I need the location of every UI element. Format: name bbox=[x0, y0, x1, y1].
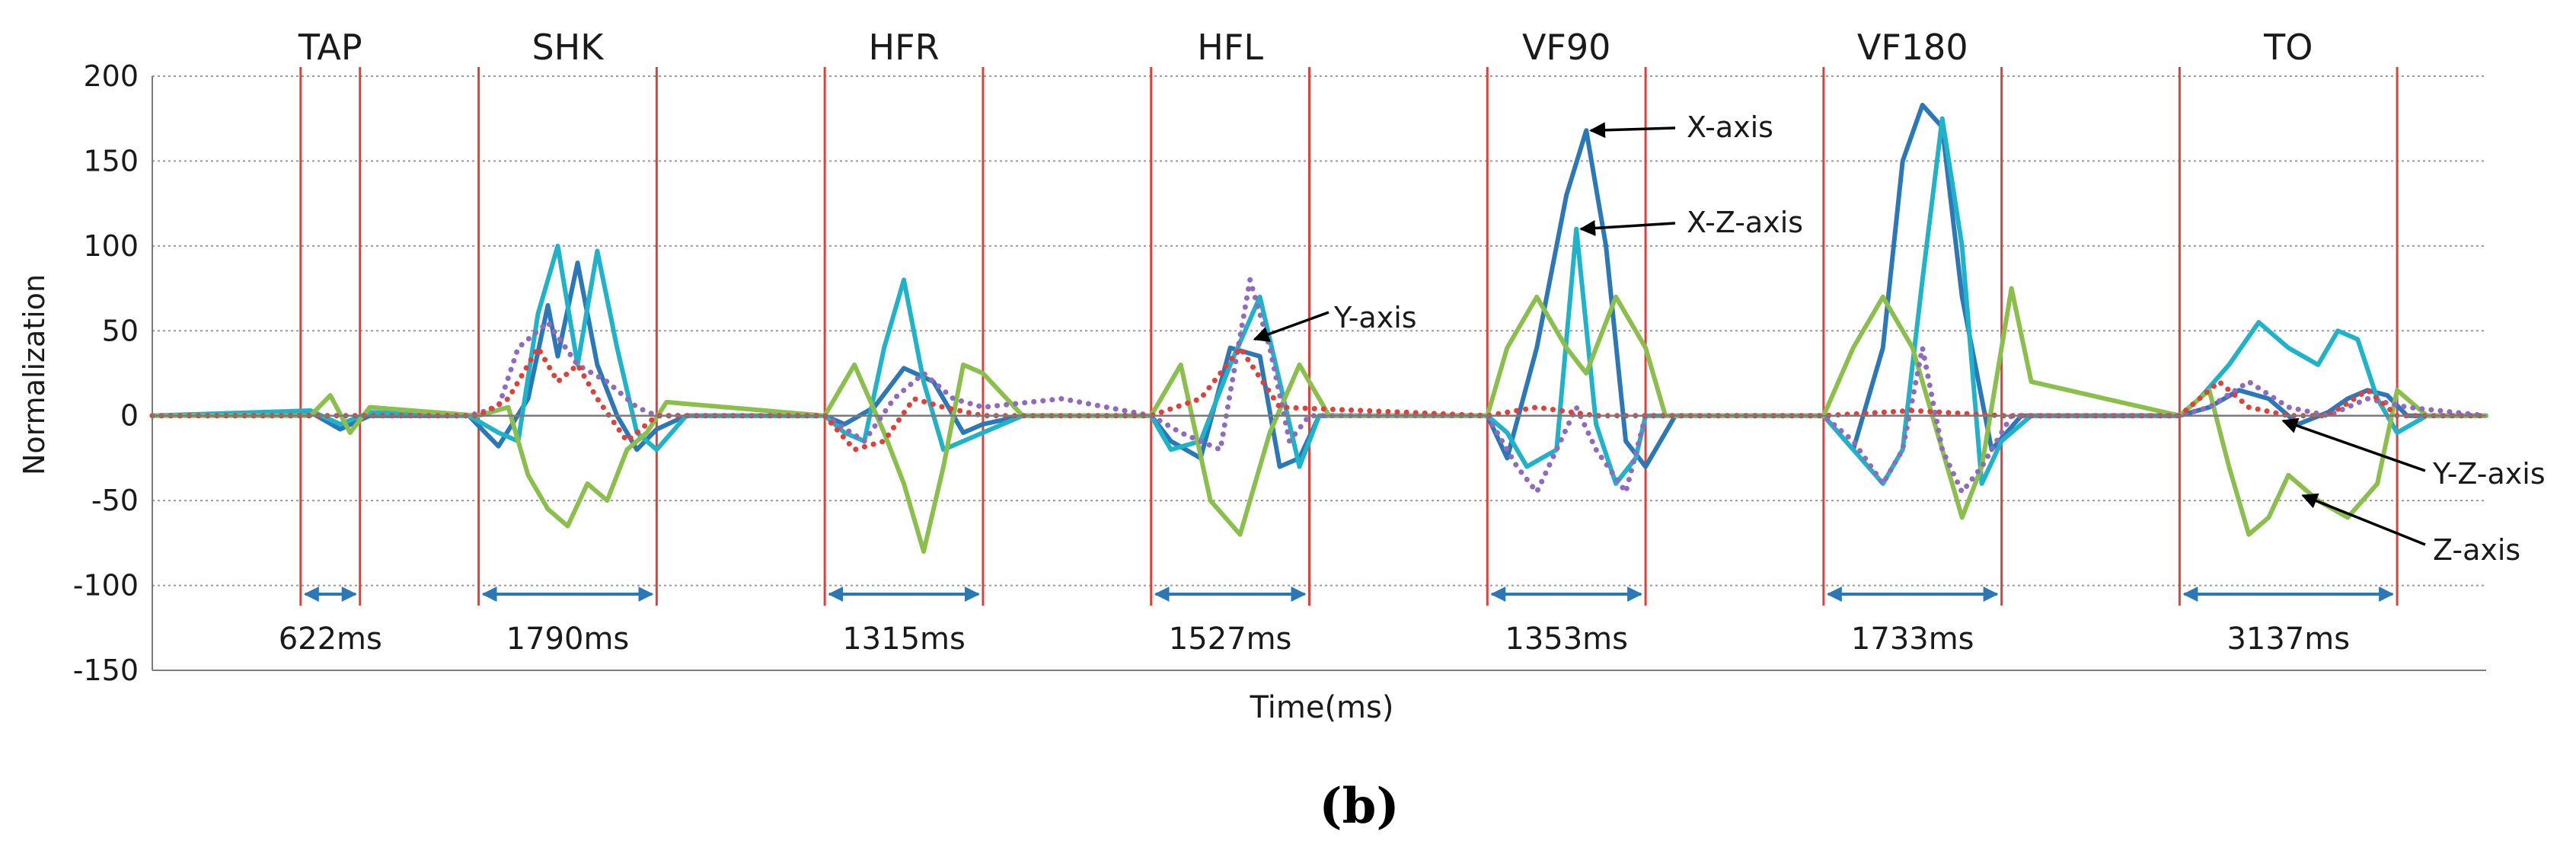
segment-duration: 3137ms bbox=[2226, 622, 2350, 657]
segment-duration: 1790ms bbox=[506, 622, 630, 657]
figure-caption: (b) bbox=[1319, 778, 1399, 835]
segment-duration: 622ms bbox=[279, 622, 382, 657]
segment-duration: 1315ms bbox=[842, 622, 966, 657]
y-tick-label: 0 bbox=[120, 399, 139, 433]
annotation-label: Z-axis bbox=[2433, 533, 2520, 567]
annotation-label: Y-axis bbox=[1333, 301, 1417, 334]
segment-label: HFL bbox=[1197, 27, 1263, 68]
x-axis-label: Time(ms) bbox=[1250, 690, 1394, 725]
y-axis-label: Normalization bbox=[18, 274, 51, 475]
axes: 200 150 100 50 0 -50 -100 -150 bbox=[73, 59, 2486, 687]
y-tick-label: -100 bbox=[73, 569, 139, 603]
segment-duration: 1527ms bbox=[1169, 622, 1292, 657]
segment-label: HFR bbox=[869, 27, 940, 68]
segment-label: VF180 bbox=[1857, 27, 1968, 68]
segment-label: TAP bbox=[298, 27, 362, 68]
segment-duration: 1733ms bbox=[1851, 622, 1974, 657]
annotation-arrow bbox=[2301, 493, 2426, 546]
segments: TAP 622ms SHK 1790ms HFR 1315ms HFL 1527ms VF90 1… bbox=[279, 27, 2399, 657]
y-tick-label: 150 bbox=[83, 144, 139, 177]
annotation-arrow bbox=[1589, 122, 1676, 139]
y-tick-label: 200 bbox=[83, 59, 139, 93]
segment-label: SHK bbox=[531, 27, 605, 68]
series-line-y-z-axis bbox=[149, 345, 2489, 452]
y-tick-label: 50 bbox=[102, 314, 139, 347]
y-tick-label: 100 bbox=[83, 229, 139, 263]
segment-label: TO bbox=[2263, 27, 2313, 68]
annotation-label: Y-Z-axis bbox=[2432, 457, 2546, 491]
series-line-z-axis bbox=[150, 286, 2488, 554]
segment-duration: 1353ms bbox=[1505, 622, 1628, 657]
annotation-label: X-Z-axis bbox=[1687, 206, 1803, 239]
annotation-label: X-axis bbox=[1687, 110, 1773, 144]
y-tick-label: -150 bbox=[73, 654, 139, 687]
annotations: X-axis X-Z-axis Y-axis Y-Z-axis Z-axis bbox=[1253, 110, 2546, 567]
annotation-arrow bbox=[1253, 311, 1329, 342]
annotation-arrow bbox=[1579, 219, 1676, 236]
y-tick-label: -50 bbox=[91, 484, 139, 517]
segment-label: VF90 bbox=[1522, 27, 1610, 68]
annotation-arrow bbox=[2281, 417, 2426, 472]
